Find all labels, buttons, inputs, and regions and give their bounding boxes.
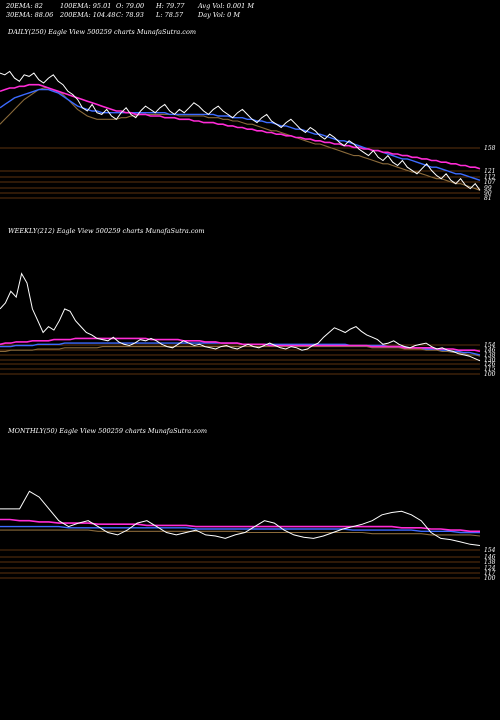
ema30-stat: 30EMA: 88.06 <box>6 11 54 19</box>
price-line <box>0 490 481 546</box>
level-label: 81 <box>484 195 492 202</box>
level-label: 146 <box>484 347 496 354</box>
ema20-stat: 20EMA: 82 <box>6 2 43 10</box>
level-label: 117 <box>484 570 496 577</box>
close-stat: C: 78.93 <box>116 11 144 19</box>
low-stat: L: 78.57 <box>156 11 184 19</box>
level-label: 107 <box>484 179 496 186</box>
open-stat: O: 79.00 <box>116 2 145 10</box>
ema-line <box>0 525 480 534</box>
level-label: 99 <box>484 185 492 192</box>
level-label: 130 <box>484 357 496 364</box>
weekly-panel-title: WEEKLY(212) Eagle View 500259 charts Mun… <box>8 227 205 235</box>
ema-line <box>0 346 481 357</box>
level-label: 126 <box>484 361 496 368</box>
level-label: 146 <box>484 554 496 561</box>
ema200-stat: 200EMA: 104.48 <box>60 11 116 19</box>
level-label: 158 <box>484 145 496 152</box>
level-label: 121 <box>484 168 495 175</box>
price-line <box>0 272 481 362</box>
level-label: 100 <box>484 575 496 582</box>
level-label: 138 <box>484 352 496 359</box>
level-label: 112 <box>484 174 496 181</box>
ema100-stat: 100EMA: 95.01 <box>60 2 112 10</box>
ema-line <box>0 529 481 537</box>
level-label: 90 <box>484 190 492 197</box>
stats-header: 20EMA: 82 30EMA: 88.06 100EMA: 95.01 200… <box>6 2 496 22</box>
ema-line <box>0 88 481 181</box>
high-stat: H: 79.77 <box>156 2 185 10</box>
level-label: 138 <box>484 559 496 566</box>
level-label: 154 <box>484 547 496 554</box>
level-label: 100 <box>484 371 496 378</box>
level-label: 115 <box>484 366 496 373</box>
day-vol-stat: Day Vol: 0 M <box>198 11 241 19</box>
monthly-panel-title: MONTHLY(50) Eagle View 500259 charts Mun… <box>8 427 208 435</box>
ema-line <box>0 87 481 191</box>
daily-panel-title: DAILY(250) Eagle View 500259 charts Muna… <box>8 28 197 36</box>
ema-line <box>0 337 481 353</box>
level-label: 154 <box>484 342 496 349</box>
level-label: 124 <box>484 565 496 572</box>
price-line <box>0 70 481 191</box>
avg-vol-stat: Avg Vol: 0.001 M <box>198 2 255 10</box>
ema-line <box>0 83 481 170</box>
